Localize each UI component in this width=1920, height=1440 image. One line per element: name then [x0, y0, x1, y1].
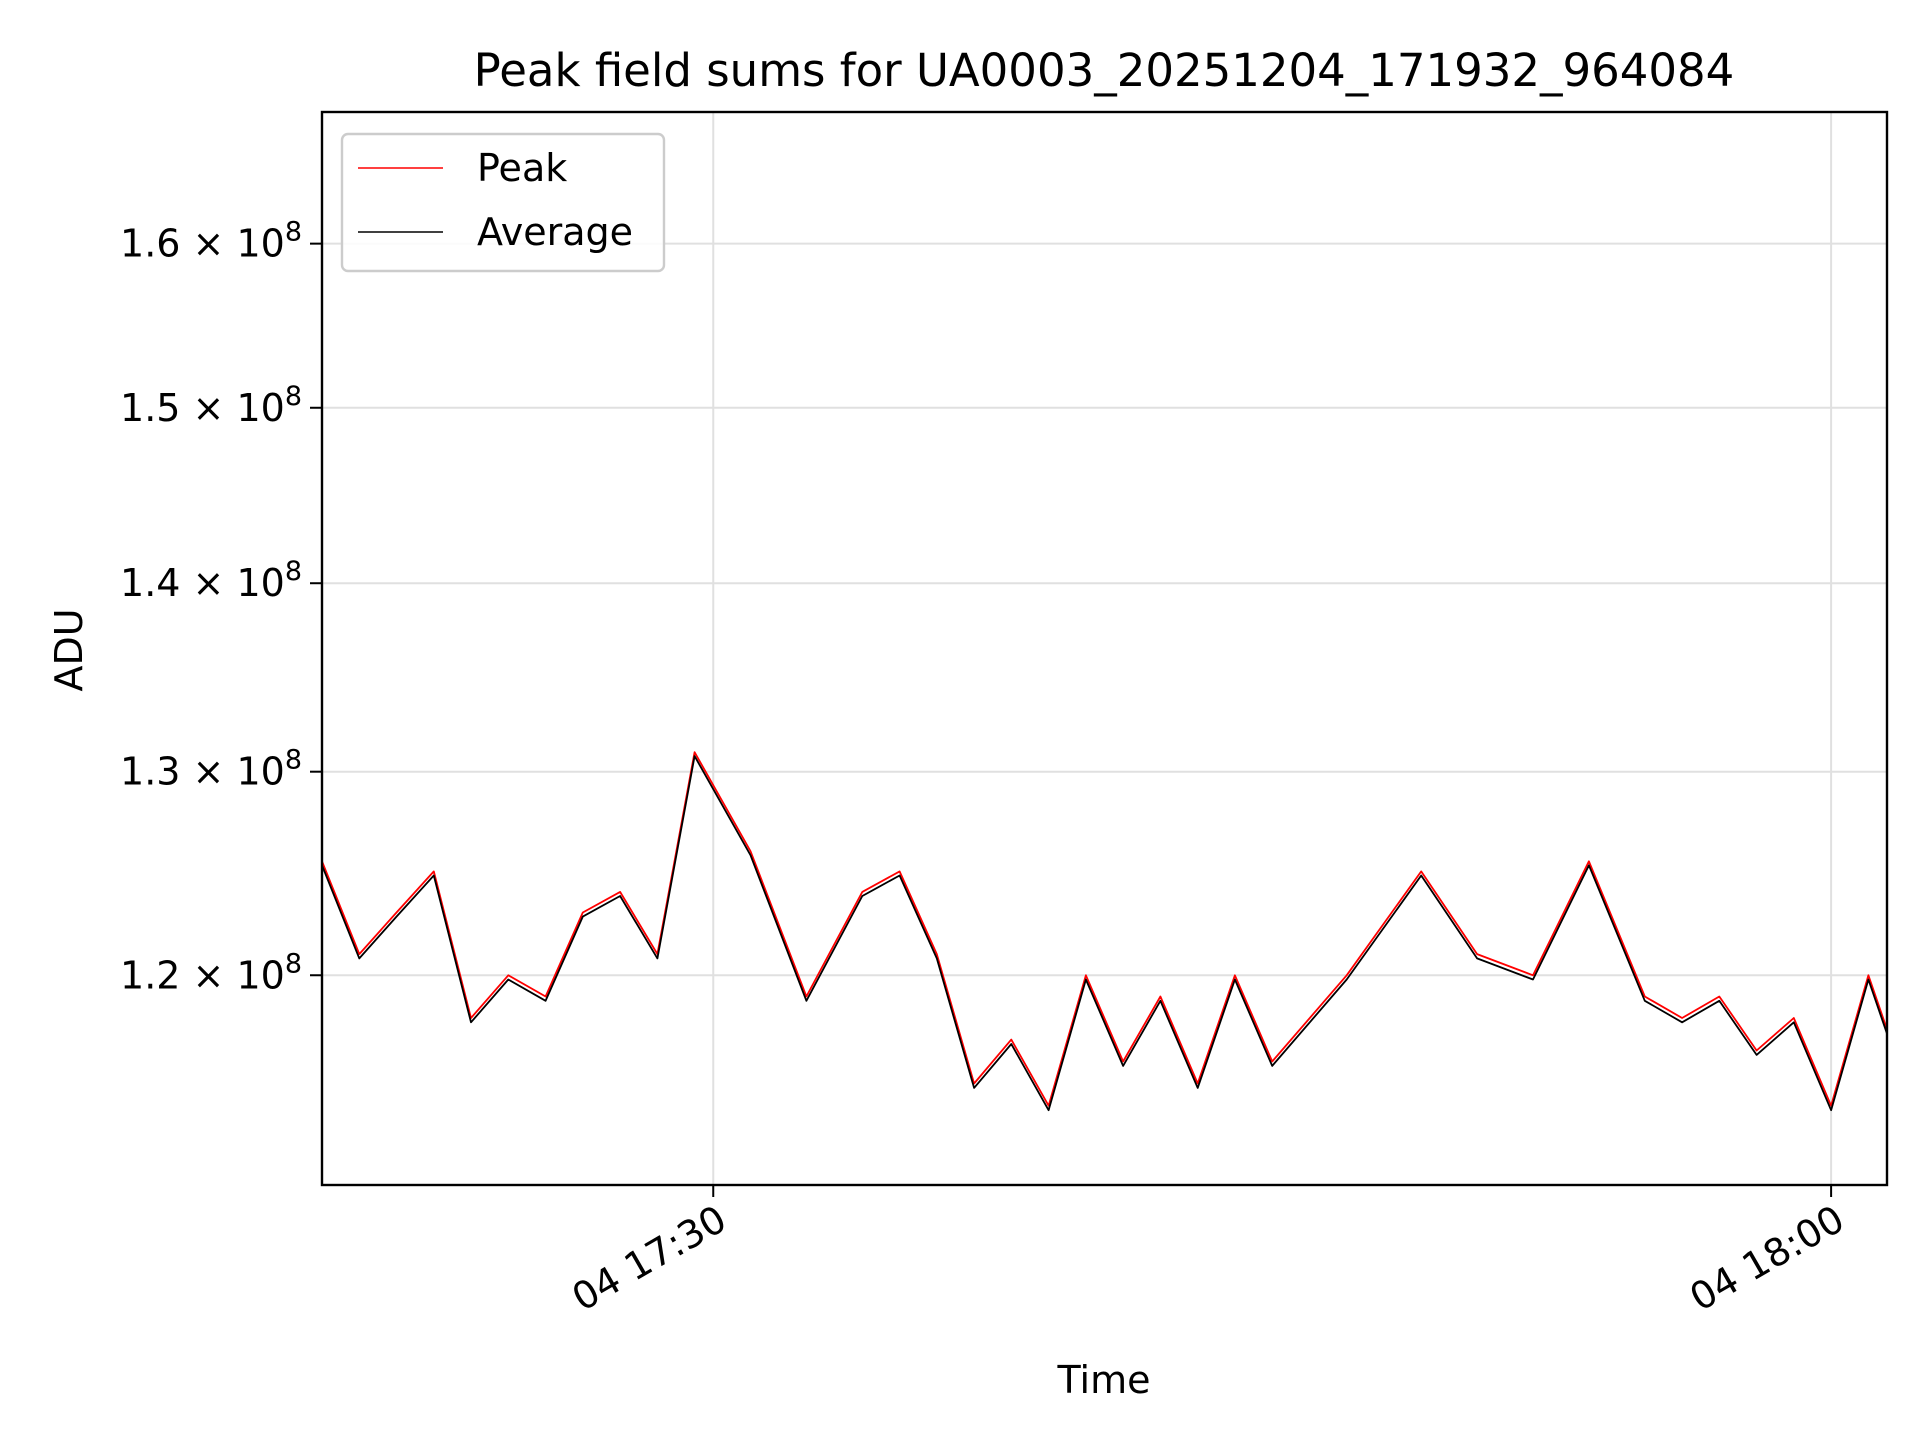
- series-line-peak: [322, 751, 1887, 1107]
- legend-label-average: Average: [477, 210, 633, 254]
- y-axis-label: ADU: [47, 608, 91, 691]
- y-tick-label: 1.4 × 108: [120, 556, 302, 605]
- chart-title: Peak field sums for UA0003_20251204_1719…: [474, 44, 1735, 97]
- y-tick-label: 1.3 × 108: [120, 745, 302, 794]
- grid-lines: [322, 112, 1887, 1185]
- y-tick-label: 1.5 × 108: [120, 381, 302, 430]
- legend-label-peak: Peak: [477, 146, 567, 190]
- series-line-average: [322, 755, 1887, 1112]
- legend: Peak Average: [340, 132, 666, 273]
- y-axis: 1.2 × 108 1.3 × 108 1.4 × 108 1.5 × 108 1.6 …: [120, 217, 322, 997]
- y-tick-label: 1.6 × 108: [120, 217, 302, 266]
- plot-frame: [320, 110, 1889, 1187]
- x-axis-label: Time: [1057, 1358, 1151, 1402]
- plot-area: [322, 751, 1887, 1112]
- y-tick-label: 1.2 × 108: [120, 948, 302, 997]
